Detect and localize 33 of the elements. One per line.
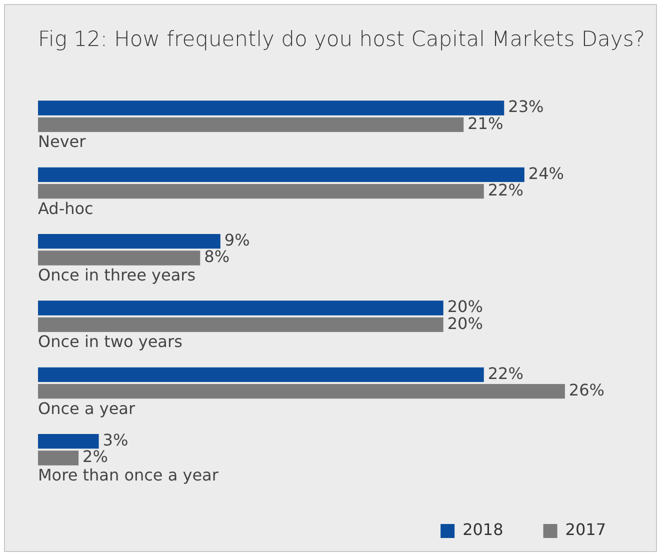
data-label: 2% — [82, 447, 108, 466]
data-label: 9% — [224, 230, 250, 250]
chart-title: Fig 12: How frequently do you host Capital Markets Days? — [38, 27, 645, 51]
y-tick-label: Never — [38, 132, 86, 152]
data-label: 23% — [508, 97, 544, 116]
y-tick-label: Once in three years — [38, 265, 196, 284]
legend-label: 2017 — [565, 520, 606, 540]
bar — [38, 317, 444, 332]
data-label: 3% — [102, 430, 128, 450]
data-label: 20% — [447, 314, 483, 333]
y-tick-label: Ad-hoc — [38, 198, 94, 218]
bar — [38, 250, 200, 266]
data-label: 26% — [568, 380, 604, 400]
data-label: 21% — [468, 114, 504, 133]
y-tick-label: Once in two years — [38, 332, 182, 352]
bar — [38, 450, 79, 466]
data-label: 22% — [488, 364, 524, 383]
bar — [38, 384, 565, 399]
bar — [38, 100, 504, 116]
legend-label: 2018 — [462, 520, 504, 540]
y-tick-label: More than once a year — [38, 465, 219, 484]
bar — [38, 434, 99, 449]
bar — [38, 184, 484, 199]
bar — [38, 367, 484, 382]
bar — [38, 117, 464, 132]
data-label: 8% — [204, 247, 230, 266]
y-tick-label: Once a year — [38, 398, 136, 418]
data-label: 20% — [447, 297, 483, 316]
bar — [38, 300, 444, 316]
bar — [38, 234, 220, 249]
data-label: 24% — [528, 164, 564, 183]
bar — [38, 167, 524, 182]
data-label: 22% — [488, 180, 524, 200]
